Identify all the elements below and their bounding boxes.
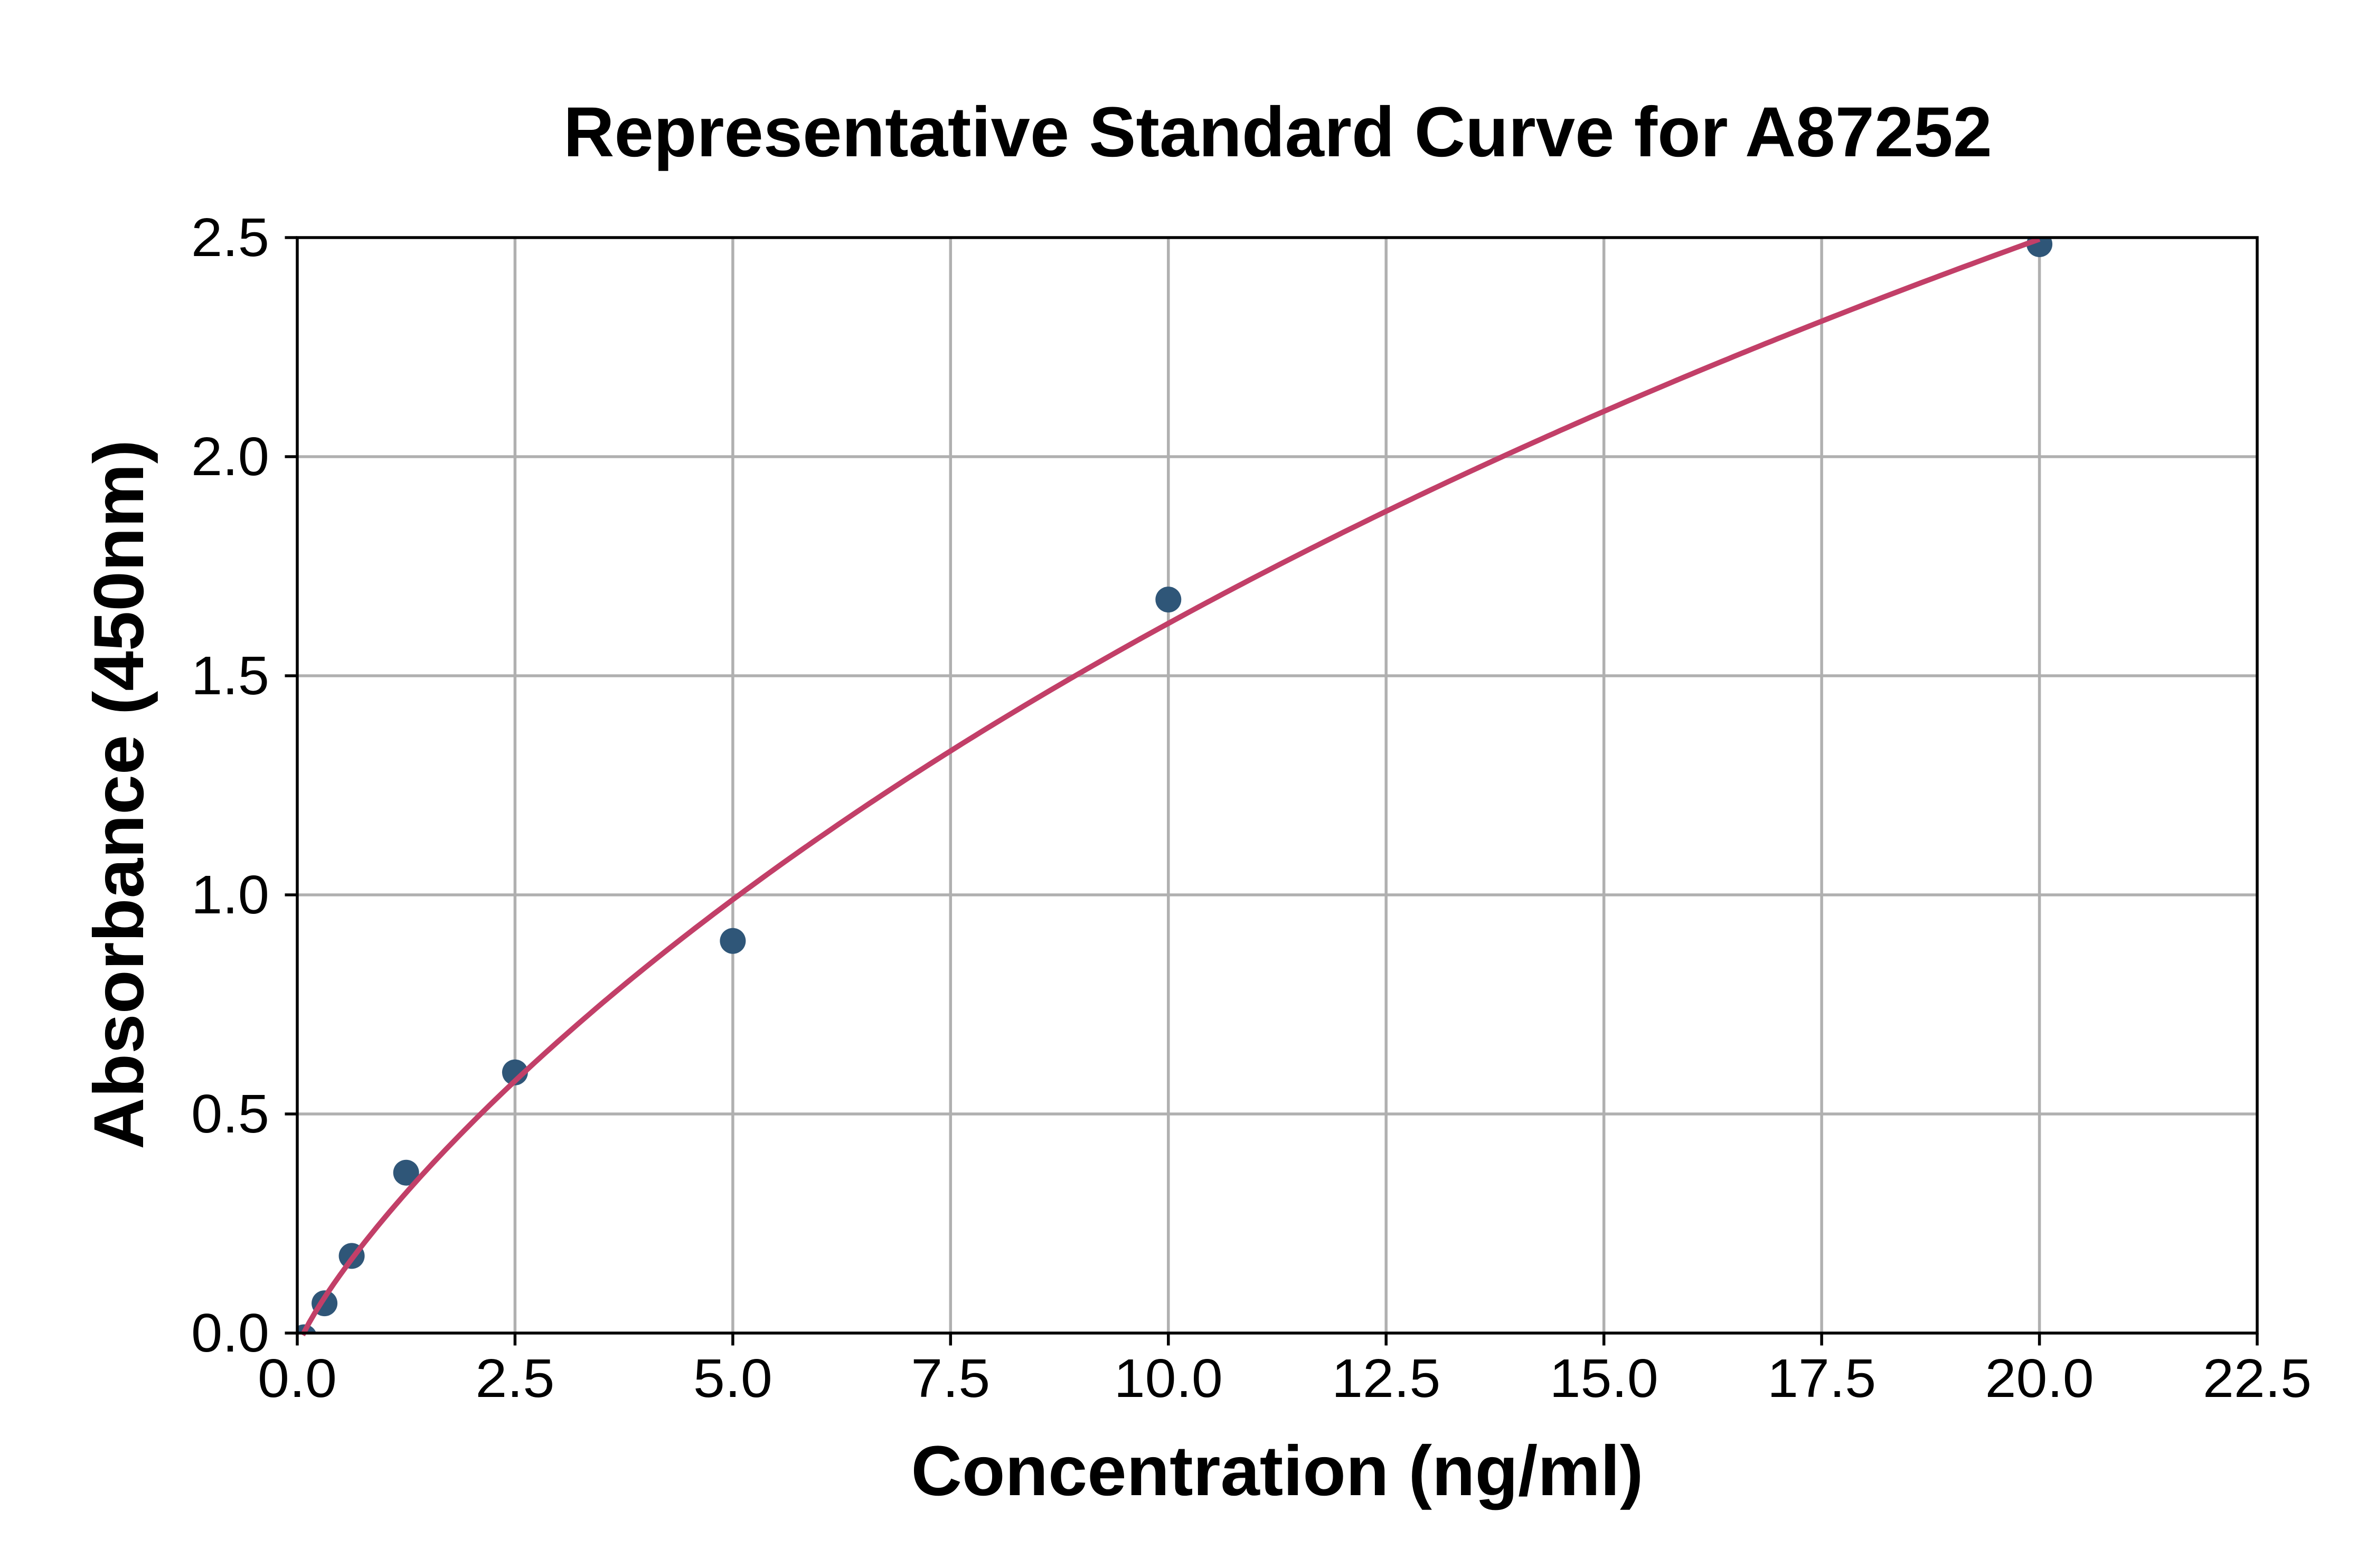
- svg-text:15.0: 15.0: [1550, 1348, 1658, 1409]
- svg-text:17.5: 17.5: [1767, 1348, 1876, 1409]
- svg-text:Concentration (ng/ml): Concentration (ng/ml): [911, 1432, 1644, 1510]
- svg-text:0.5: 0.5: [191, 1083, 269, 1144]
- svg-text:2.5: 2.5: [191, 207, 269, 268]
- svg-text:0.0: 0.0: [191, 1302, 269, 1363]
- svg-text:7.5: 7.5: [911, 1348, 990, 1409]
- svg-text:0.0: 0.0: [258, 1348, 337, 1409]
- svg-text:12.5: 12.5: [1332, 1348, 1440, 1409]
- svg-text:5.0: 5.0: [693, 1348, 772, 1409]
- svg-text:Absorbance (450nm): Absorbance (450nm): [80, 440, 158, 1149]
- svg-text:Representative Standard Curve: Representative Standard Curve for A87252: [563, 93, 1992, 172]
- svg-text:1.5: 1.5: [191, 645, 269, 706]
- svg-text:22.5: 22.5: [2203, 1348, 2312, 1409]
- svg-text:1.0: 1.0: [191, 864, 269, 925]
- svg-text:2.5: 2.5: [475, 1348, 554, 1409]
- svg-text:10.0: 10.0: [1114, 1348, 1223, 1409]
- svg-text:2.0: 2.0: [191, 426, 269, 487]
- svg-text:20.0: 20.0: [1985, 1348, 2094, 1409]
